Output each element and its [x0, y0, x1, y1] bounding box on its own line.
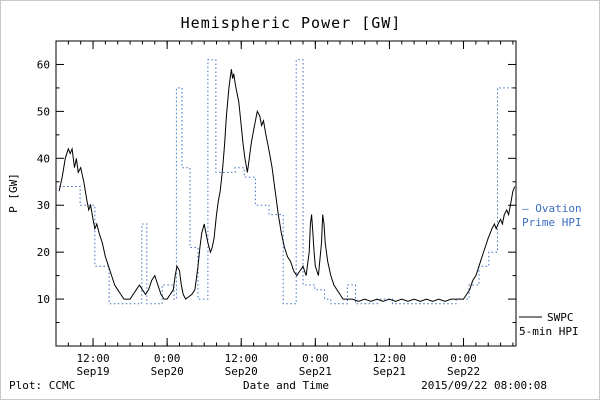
- axis-tick-labels: 12:00Sep190:00Sep2012:00Sep200:00Sep2112…: [37, 58, 480, 378]
- axis-ticks: [55, 41, 516, 346]
- series-swpc-5-min-hpi: [58, 69, 516, 302]
- x-tick-date-label: Sep22: [447, 365, 480, 378]
- x-axis-label: Date and Time: [243, 379, 329, 392]
- legend-ovation: – Ovation Prime HPI: [522, 202, 582, 229]
- x-tick-date-label: Sep21: [299, 365, 332, 378]
- y-axis-label: P [GW]: [7, 173, 20, 213]
- legend-swpc: SWPC 5-min HPI: [519, 311, 579, 338]
- x-tick-time-label: 12:00: [225, 352, 258, 365]
- series-ovation-prime-hpi: [59, 59, 516, 305]
- y-tick-label: 60: [37, 58, 50, 71]
- legend-swpc-line1: SWPC: [547, 311, 574, 324]
- y-tick-label: 40: [37, 152, 50, 165]
- timestamp-label: 2015/09/22 08:00:08: [421, 379, 547, 392]
- plot-border: [55, 40, 517, 347]
- y-tick-label: 20: [37, 246, 50, 259]
- x-tick-time-label: 12:00: [76, 352, 109, 365]
- x-tick-date-label: Sep21: [373, 365, 406, 378]
- plot-source-label: Plot: CCMC: [9, 379, 75, 392]
- x-tick-date-label: Sep20: [151, 365, 184, 378]
- legend-ovation-line2: Prime HPI: [522, 216, 582, 229]
- chart-title: Hemispheric Power [GW]: [181, 14, 402, 32]
- x-tick-time-label: 0:00: [302, 352, 329, 365]
- y-tick-label: 10: [37, 293, 50, 306]
- legend-swpc-line2: 5-min HPI: [519, 325, 579, 338]
- x-tick-date-label: Sep19: [76, 365, 109, 378]
- x-tick-date-label: Sep20: [225, 365, 258, 378]
- y-tick-label: 30: [37, 199, 50, 212]
- x-tick-time-label: 0:00: [450, 352, 477, 365]
- x-tick-time-label: 0:00: [154, 352, 181, 365]
- legend-ovation-line1: – Ovation: [522, 202, 582, 215]
- x-tick-time-label: 12:00: [373, 352, 406, 365]
- y-tick-label: 50: [37, 105, 50, 118]
- series-group: [58, 59, 516, 305]
